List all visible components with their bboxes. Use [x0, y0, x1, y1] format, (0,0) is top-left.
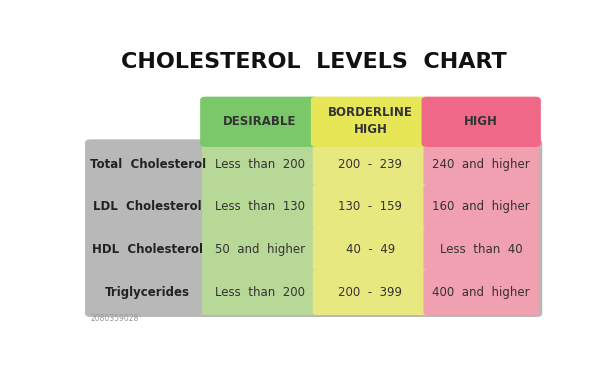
- Text: Less  than  200: Less than 200: [215, 158, 305, 170]
- Text: 40  -  49: 40 - 49: [346, 243, 395, 256]
- Text: Less  than  130: Less than 130: [215, 200, 305, 213]
- Text: BORDERLINE
HIGH: BORDERLINE HIGH: [328, 106, 413, 137]
- FancyBboxPatch shape: [202, 184, 318, 230]
- FancyBboxPatch shape: [313, 141, 428, 187]
- Text: 160  and  higher: 160 and higher: [432, 200, 530, 213]
- Text: 400  and  higher: 400 and higher: [433, 286, 530, 299]
- Text: 240  and  higher: 240 and higher: [432, 158, 530, 170]
- Text: 130  -  159: 130 - 159: [338, 200, 403, 213]
- Text: LDL  Cholesterol: LDL Cholesterol: [93, 200, 202, 213]
- Text: Less  than  40: Less than 40: [440, 243, 523, 256]
- Text: Total  Cholesterol: Total Cholesterol: [89, 158, 206, 170]
- FancyBboxPatch shape: [311, 97, 430, 147]
- Text: 50  and  higher: 50 and higher: [215, 243, 305, 256]
- FancyBboxPatch shape: [424, 227, 539, 272]
- FancyBboxPatch shape: [200, 97, 319, 147]
- FancyBboxPatch shape: [313, 184, 428, 230]
- Text: HIGH: HIGH: [465, 115, 498, 128]
- FancyBboxPatch shape: [313, 227, 428, 272]
- FancyBboxPatch shape: [424, 269, 539, 315]
- Text: CHOLESTEROL  LEVELS  CHART: CHOLESTEROL LEVELS CHART: [121, 52, 507, 72]
- Text: Triglycerides: Triglycerides: [105, 286, 190, 299]
- Text: 200  -  399: 200 - 399: [338, 286, 403, 299]
- FancyBboxPatch shape: [422, 97, 541, 147]
- Text: 200  -  239: 200 - 239: [338, 158, 403, 170]
- Text: 2080359028: 2080359028: [91, 314, 139, 323]
- FancyBboxPatch shape: [202, 141, 318, 187]
- FancyBboxPatch shape: [202, 269, 318, 315]
- Text: Less  than  200: Less than 200: [215, 286, 305, 299]
- FancyBboxPatch shape: [424, 184, 539, 230]
- FancyBboxPatch shape: [85, 139, 542, 317]
- FancyBboxPatch shape: [202, 227, 318, 272]
- Text: HDL  Cholesterol: HDL Cholesterol: [92, 243, 203, 256]
- FancyBboxPatch shape: [313, 269, 428, 315]
- FancyBboxPatch shape: [424, 141, 539, 187]
- Text: DESIRABLE: DESIRABLE: [223, 115, 296, 128]
